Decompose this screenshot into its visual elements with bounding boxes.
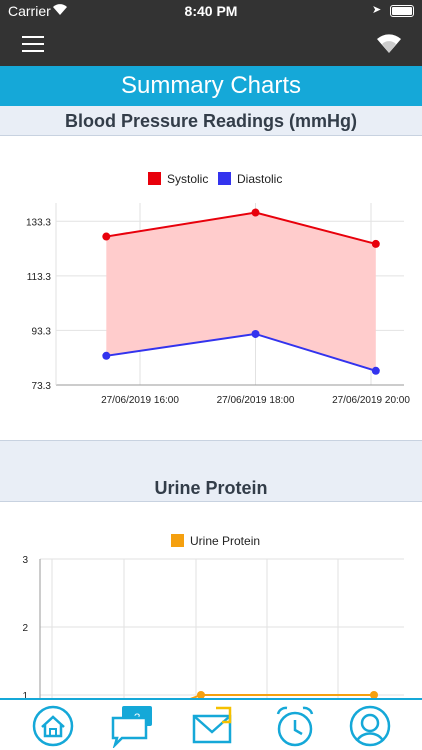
- profile-icon[interactable]: [345, 704, 395, 748]
- urine-chart: Urine Protein 1 2 3: [22, 534, 404, 699]
- bp-range-area: [106, 212, 376, 371]
- x-tick-label: 27/06/2019 16:00: [101, 395, 179, 406]
- tab-bar: ?: [0, 698, 422, 750]
- y-tick-label: 113.3: [27, 272, 52, 283]
- y-tick-label: 93.3: [32, 326, 52, 337]
- legend-swatch-urine-protein: [171, 534, 184, 547]
- clock: 8:40 PM: [184, 3, 238, 19]
- y-tick-label: 1: [22, 691, 28, 699]
- home-icon[interactable]: [28, 704, 78, 748]
- legend-label-urine-protein: Urine Protein: [190, 534, 260, 548]
- alarm-clock-icon[interactable]: [270, 704, 320, 748]
- y-tick-label: 3: [22, 555, 28, 566]
- systolic-point: [371, 239, 380, 248]
- legend-label-diastolic: Diastolic: [237, 172, 282, 186]
- diastolic-point: [102, 351, 111, 360]
- help-chat-icon[interactable]: ?: [108, 704, 158, 748]
- legend-label-systolic: Systolic: [167, 172, 208, 186]
- diastolic-point: [371, 366, 380, 375]
- diastolic-point: [251, 329, 260, 338]
- urine-chart-header: Urine Protein: [0, 440, 422, 502]
- systolic-point: [251, 208, 260, 217]
- signal-icon[interactable]: [376, 32, 402, 54]
- urine-protein-point: [370, 691, 378, 699]
- x-tick-label: 27/06/2019 18:00: [217, 395, 295, 406]
- nav-bar: [0, 22, 422, 66]
- status-bar: Carrier 8:40 PM ➤: [0, 0, 422, 22]
- wifi-icon: [53, 4, 67, 15]
- location-arrow-icon: ➤: [372, 4, 382, 16]
- systolic-point: [102, 232, 111, 241]
- y-tick-label: 2: [22, 623, 28, 634]
- carrier-label: Carrier: [8, 3, 51, 19]
- mail-icon[interactable]: [188, 704, 238, 748]
- y-tick-label: 73.3: [32, 381, 52, 392]
- y-tick-label: 133.3: [26, 217, 51, 228]
- bp-chart: Systolic Diastolic 73.3 93.3 113.3 133.3 27/06…: [26, 172, 410, 406]
- hamburger-menu-icon[interactable]: [22, 36, 44, 52]
- bp-chart-header: Blood Pressure Readings (mmHg): [0, 106, 422, 136]
- urine-protein-point: [197, 691, 205, 699]
- battery-icon: [390, 5, 414, 17]
- page-title: Summary Charts: [0, 66, 422, 106]
- legend-swatch-systolic: [148, 172, 161, 185]
- x-tick-label: 27/06/2019 20:00: [332, 395, 410, 406]
- legend-swatch-diastolic: [218, 172, 231, 185]
